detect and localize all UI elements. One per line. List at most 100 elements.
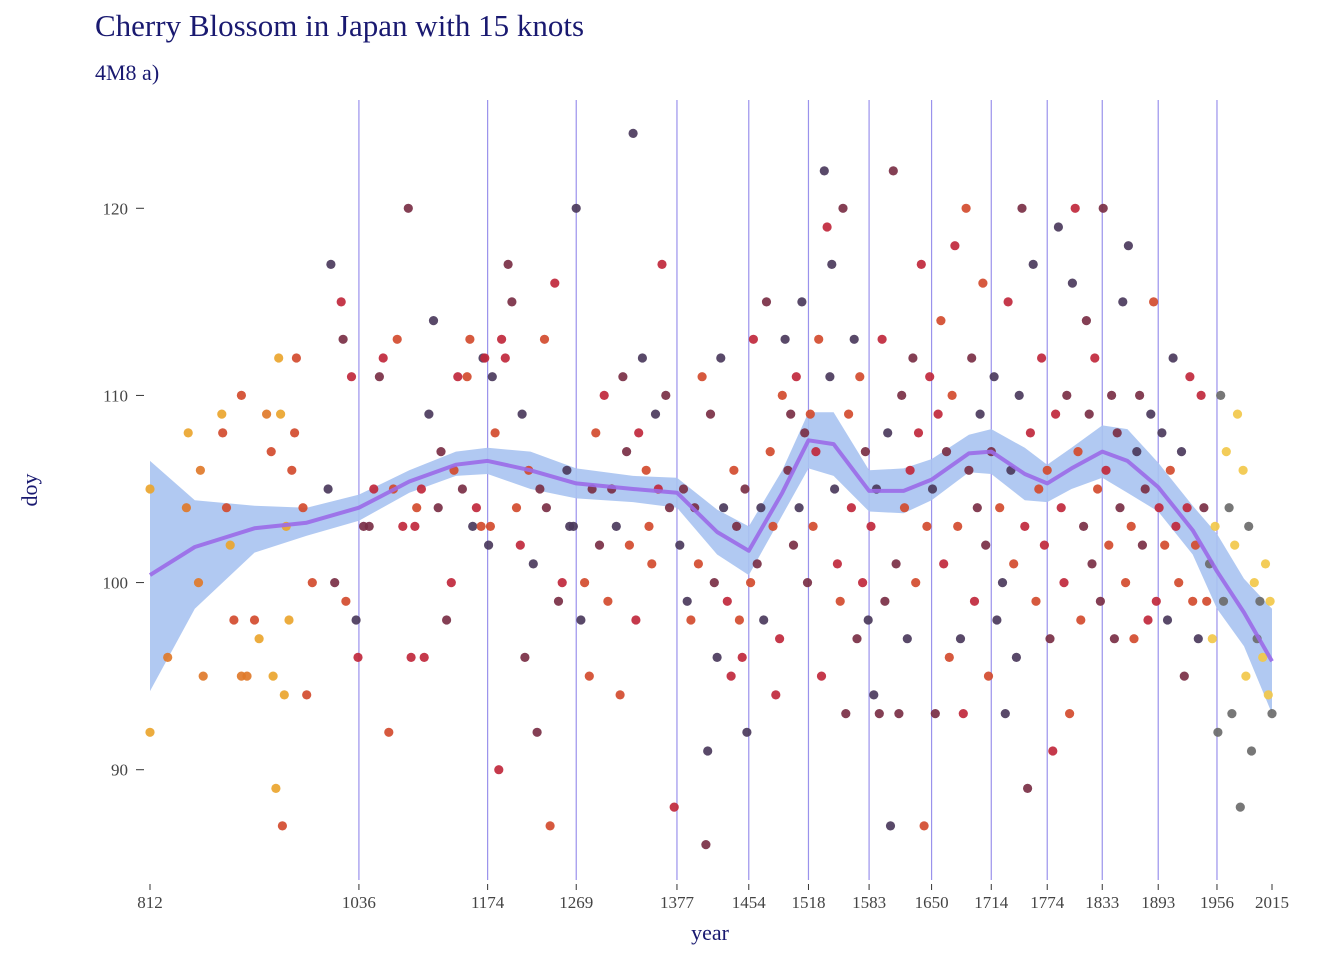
data-point <box>902 634 912 644</box>
data-point <box>1045 634 1055 644</box>
data-point <box>1028 259 1038 269</box>
data-point <box>398 521 408 532</box>
data-point <box>1210 521 1220 532</box>
x-tick-label: 1956 <box>1200 893 1234 912</box>
data-point <box>858 578 868 588</box>
data-point <box>941 447 952 457</box>
x-tick-label: 1650 <box>915 893 949 912</box>
data-point <box>805 409 815 419</box>
data-point <box>457 484 467 494</box>
data-point <box>844 409 854 419</box>
data-point <box>1232 409 1243 419</box>
data-point <box>181 503 191 513</box>
data-point <box>855 372 865 382</box>
data-point <box>927 484 938 494</box>
data-point <box>650 409 661 419</box>
data-point <box>822 222 832 232</box>
data-point <box>838 203 848 213</box>
data-point <box>271 783 281 794</box>
data-point <box>266 447 276 457</box>
data-point <box>933 409 943 419</box>
data-point <box>811 447 821 457</box>
data-point <box>992 615 1002 625</box>
data-point <box>925 372 935 382</box>
data-point <box>719 503 729 513</box>
data-point <box>249 615 260 625</box>
y-axis-title: doy <box>17 474 42 507</box>
data-point <box>599 390 609 400</box>
data-point <box>797 297 807 307</box>
x-axis: 812 1036 1174 1269 1377 1454 1518 1583 1650 1714 1… <box>137 884 1289 912</box>
data-point <box>816 671 827 681</box>
data-point <box>771 690 781 700</box>
data-point <box>788 540 799 550</box>
data-point <box>274 353 284 363</box>
data-point <box>1081 316 1091 326</box>
x-tick-label: 1377 <box>660 893 695 912</box>
data-point <box>669 802 679 812</box>
data-point <box>346 372 357 382</box>
data-point <box>958 709 968 719</box>
data-point <box>145 727 155 737</box>
data-point <box>446 578 456 588</box>
data-point <box>276 409 286 419</box>
data-point <box>1241 671 1251 681</box>
data-point <box>880 596 890 606</box>
data-point <box>1048 746 1058 756</box>
data-point <box>737 652 747 663</box>
data-point <box>765 447 775 457</box>
scatter-points <box>145 128 1277 850</box>
data-point <box>406 652 416 663</box>
data-point <box>686 615 696 625</box>
data-point <box>897 390 907 400</box>
data-point <box>338 334 348 344</box>
data-point <box>759 615 769 625</box>
data-point <box>468 521 478 532</box>
data-point <box>678 484 689 494</box>
data-point <box>863 615 873 625</box>
data-point <box>989 372 999 382</box>
data-point <box>983 671 994 681</box>
x-tick-label: 1036 <box>342 893 376 912</box>
data-point <box>849 334 859 344</box>
data-point <box>539 334 550 344</box>
data-point <box>869 690 879 700</box>
y-axis: 90 100 110 120 <box>103 199 144 780</box>
data-point <box>944 652 954 663</box>
data-point <box>964 465 974 475</box>
data-point <box>1193 634 1203 644</box>
data-point <box>195 465 205 475</box>
data-point <box>1132 447 1142 457</box>
data-point <box>520 652 530 663</box>
data-point <box>860 447 871 457</box>
chart-subtitle: 4M8 a) <box>95 60 160 85</box>
data-point <box>298 503 308 513</box>
data-point <box>746 578 756 588</box>
data-point <box>800 428 810 438</box>
data-point <box>494 765 504 775</box>
data-point <box>410 521 420 532</box>
data-point <box>1230 540 1240 550</box>
y-tick-label: 120 <box>103 199 129 218</box>
data-point <box>374 372 384 382</box>
x-tick-label: 1174 <box>471 893 505 912</box>
data-point <box>919 821 929 831</box>
x-tick-label: 812 <box>137 893 163 912</box>
data-point <box>277 821 287 831</box>
data-point <box>794 503 804 513</box>
data-point <box>634 428 644 438</box>
data-point <box>742 727 752 737</box>
data-point <box>995 503 1005 513</box>
data-point <box>819 166 829 176</box>
data-point <box>471 503 481 513</box>
data-point <box>1073 447 1083 457</box>
data-point <box>1070 203 1080 213</box>
data-point <box>1107 390 1117 400</box>
data-point <box>193 578 204 588</box>
data-point <box>462 372 472 382</box>
data-point <box>825 372 835 382</box>
data-point <box>553 596 564 606</box>
data-point <box>465 334 475 344</box>
x-tick-label: 1518 <box>791 893 825 912</box>
data-point <box>1031 596 1041 606</box>
